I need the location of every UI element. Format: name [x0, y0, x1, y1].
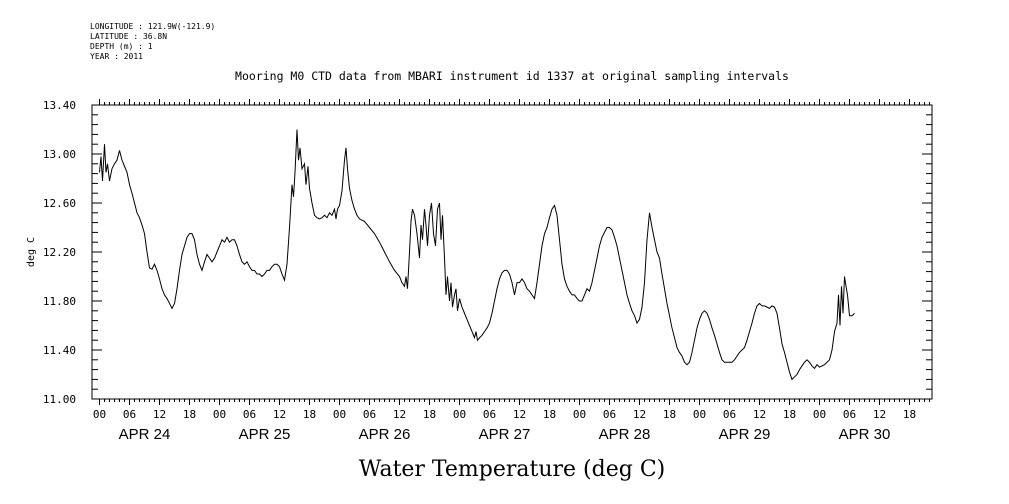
x-tick-label: 00 — [213, 408, 226, 421]
x-tick-label: 06 — [483, 408, 496, 421]
depth-label: DEPTH (m) : 1 — [90, 42, 153, 51]
longitude-label: LONGITUDE : 121.9W(-121.9) — [90, 22, 216, 31]
date-label: APR 25 — [239, 426, 291, 443]
x-tick-label: 18 — [303, 408, 316, 421]
x-tick-label: 18 — [903, 408, 916, 421]
x-tick-label: 00 — [333, 408, 346, 421]
y-tick-label: 11.80 — [43, 295, 76, 308]
x-tick-label: 06 — [123, 408, 136, 421]
x-tick-label: 18 — [543, 408, 556, 421]
date-label: APR 27 — [479, 426, 531, 443]
x-tick-label: 12 — [633, 408, 646, 421]
date-label: APR 26 — [359, 426, 411, 443]
x-axis: 00 06 12 18 00 06 12 18 00 06 12 18 00 06 12 18 00 06 12 18… — [93, 99, 930, 443]
x-tick-label: 00 — [453, 408, 466, 421]
date-label: APR 24 — [119, 426, 171, 443]
x-tick-label: 12 — [873, 408, 886, 421]
x-tick-label: 06 — [603, 408, 616, 421]
water-temperature-line — [99, 129, 855, 381]
y-axis: 11.00 11.40 11.80 12.20 12.60 13.00 13.40 — [43, 99, 932, 406]
x-tick-label: 06 — [723, 408, 736, 421]
y-tick-label: 11.40 — [43, 344, 76, 357]
y-axis-label: deg C — [26, 237, 37, 267]
x-tick-label: 12 — [393, 408, 406, 421]
x-tick-label: 06 — [363, 408, 376, 421]
y-tick-label: 11.00 — [43, 393, 76, 406]
x-axis-label: Water Temperature (deg C) — [359, 457, 666, 482]
latitude-label: LATITUDE : 36.8N — [90, 32, 168, 41]
y-tick-label: 13.00 — [43, 148, 76, 161]
x-tick-label: 00 — [693, 408, 706, 421]
metadata-block: LONGITUDE : 121.9W(-121.9) LATITUDE : 36… — [90, 22, 215, 62]
x-tick-label: 06 — [843, 408, 856, 421]
plot-frame — [91, 104, 933, 400]
x-tick-label: 12 — [753, 408, 766, 421]
x-tick-label: 18 — [663, 408, 676, 421]
x-tick-label: 06 — [243, 408, 256, 421]
x-tick-label: 18 — [183, 408, 196, 421]
date-label: APR 29 — [719, 426, 771, 443]
x-tick-label: 12 — [153, 408, 166, 421]
y-tick-label: 13.40 — [43, 99, 76, 112]
x-tick-label: 00 — [93, 408, 106, 421]
date-label: APR 28 — [599, 426, 651, 443]
x-tick-label: 00 — [573, 408, 586, 421]
y-tick-label: 12.20 — [43, 246, 76, 259]
chart-title: Mooring M0 CTD data from MBARI instrumen… — [235, 69, 789, 83]
x-tick-label: 18 — [423, 408, 436, 421]
year-label: YEAR : 2011 — [90, 52, 143, 61]
x-tick-label: 12 — [273, 408, 286, 421]
x-tick-label: 00 — [813, 408, 826, 421]
x-tick-label: 12 — [513, 408, 526, 421]
x-tick-label: 18 — [783, 408, 796, 421]
y-tick-label: 12.60 — [43, 197, 76, 210]
date-label: APR 30 — [839, 426, 891, 443]
